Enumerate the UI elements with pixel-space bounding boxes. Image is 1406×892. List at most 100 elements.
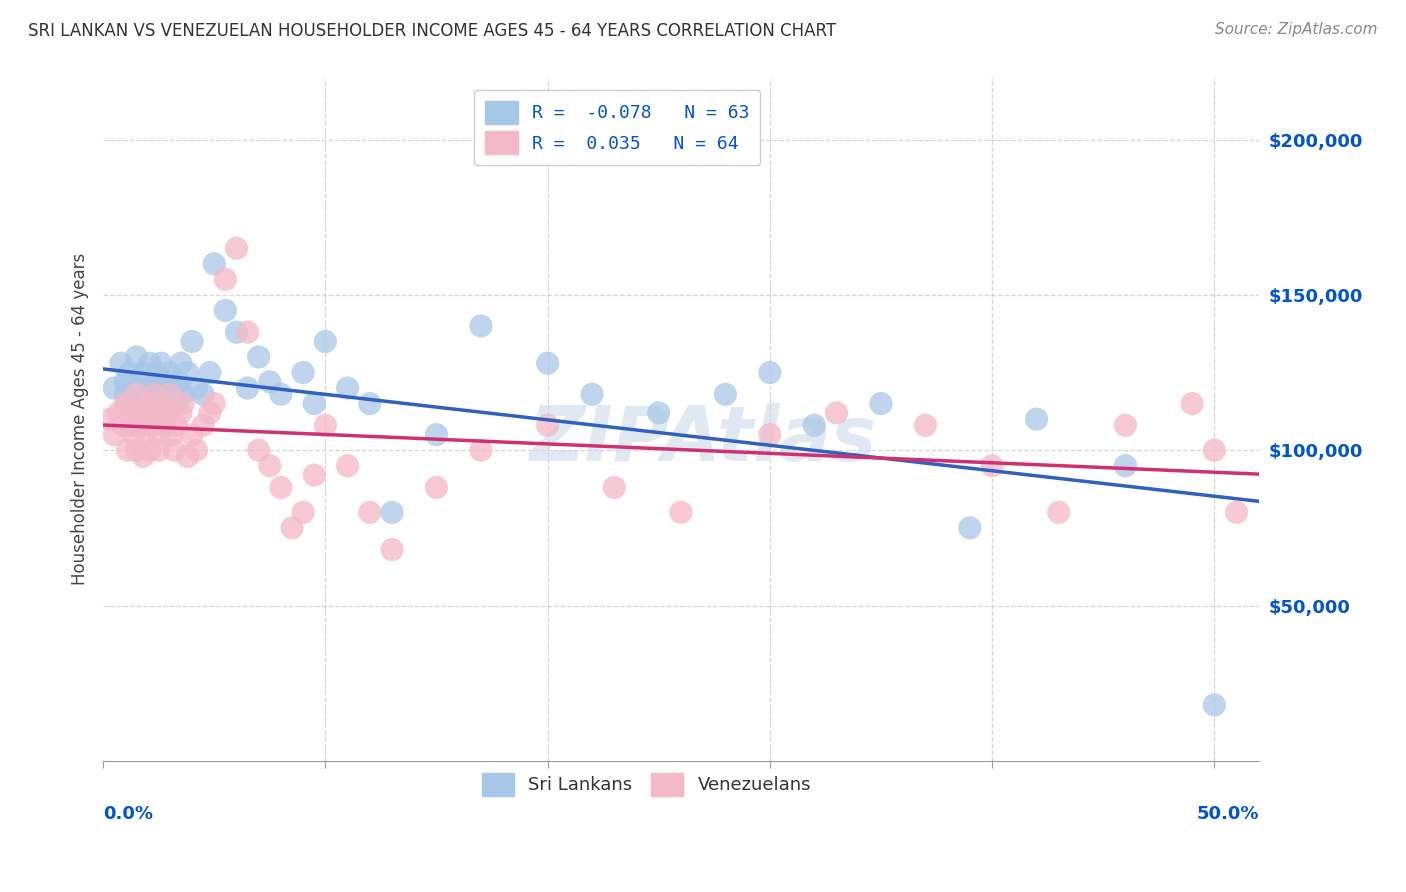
- Point: [149, 356, 172, 370]
- Point: [304, 468, 326, 483]
- Point: [114, 375, 136, 389]
- Point: [1114, 418, 1136, 433]
- Point: [1114, 458, 1136, 473]
- Point: [155, 375, 177, 389]
- Point: [145, 406, 167, 420]
- Point: [117, 443, 139, 458]
- Point: [114, 387, 136, 401]
- Point: [128, 418, 150, 433]
- Text: SRI LANKAN VS VENEZUELAN HOUSEHOLDER INCOME AGES 45 - 64 YEARS CORRELATION CHART: SRI LANKAN VS VENEZUELAN HOUSEHOLDER INC…: [28, 22, 837, 40]
- Point: [141, 381, 163, 395]
- Text: ZIPAtlas: ZIPAtlas: [530, 402, 877, 476]
- Point: [159, 366, 181, 380]
- Point: [1204, 443, 1226, 458]
- Point: [186, 381, 208, 395]
- Point: [359, 505, 381, 519]
- Point: [270, 480, 292, 494]
- Point: [155, 406, 177, 420]
- Point: [359, 396, 381, 410]
- Point: [129, 406, 152, 420]
- Point: [98, 412, 121, 426]
- Point: [125, 406, 148, 420]
- Point: [148, 443, 170, 458]
- Point: [281, 521, 304, 535]
- Point: [139, 356, 162, 370]
- Point: [225, 325, 247, 339]
- Point: [122, 427, 145, 442]
- Point: [1225, 505, 1247, 519]
- Point: [103, 427, 125, 442]
- Point: [191, 387, 214, 401]
- Point: [139, 443, 162, 458]
- Point: [160, 427, 183, 442]
- Point: [870, 396, 893, 410]
- Text: 0.0%: 0.0%: [103, 805, 153, 823]
- Point: [536, 356, 558, 370]
- Point: [121, 406, 143, 420]
- Point: [125, 387, 148, 401]
- Point: [134, 387, 156, 401]
- Point: [470, 318, 492, 333]
- Point: [825, 406, 848, 420]
- Point: [152, 387, 174, 401]
- Point: [314, 418, 336, 433]
- Point: [225, 241, 247, 255]
- Point: [669, 505, 692, 519]
- Point: [118, 366, 141, 380]
- Point: [166, 418, 188, 433]
- Point: [141, 418, 163, 433]
- Point: [125, 443, 148, 458]
- Point: [292, 505, 315, 519]
- Point: [170, 356, 193, 370]
- Point: [981, 458, 1004, 473]
- Point: [914, 418, 936, 433]
- Point: [581, 387, 603, 401]
- Point: [270, 387, 292, 401]
- Text: Source: ZipAtlas.com: Source: ZipAtlas.com: [1215, 22, 1378, 37]
- Point: [236, 381, 259, 395]
- Point: [163, 381, 186, 395]
- Point: [145, 366, 167, 380]
- Point: [292, 366, 315, 380]
- Point: [314, 334, 336, 349]
- Point: [304, 396, 326, 410]
- Point: [381, 542, 404, 557]
- Text: 50.0%: 50.0%: [1197, 805, 1258, 823]
- Point: [160, 387, 183, 401]
- Point: [959, 521, 981, 535]
- Point: [167, 375, 190, 389]
- Point: [247, 443, 270, 458]
- Point: [143, 387, 166, 401]
- Point: [172, 387, 194, 401]
- Point: [470, 443, 492, 458]
- Point: [759, 366, 782, 380]
- Point: [336, 458, 359, 473]
- Point: [112, 418, 135, 433]
- Point: [259, 458, 281, 473]
- Point: [181, 427, 204, 442]
- Point: [156, 406, 179, 420]
- Point: [214, 303, 236, 318]
- Point: [1025, 412, 1047, 426]
- Point: [148, 396, 170, 410]
- Point: [152, 418, 174, 433]
- Point: [236, 325, 259, 339]
- Point: [603, 480, 626, 494]
- Point: [122, 396, 145, 410]
- Point: [118, 418, 141, 433]
- Point: [1181, 396, 1204, 410]
- Point: [110, 356, 132, 370]
- Point: [714, 387, 737, 401]
- Point: [259, 375, 281, 389]
- Point: [336, 381, 359, 395]
- Point: [186, 443, 208, 458]
- Point: [166, 396, 188, 410]
- Point: [191, 418, 214, 433]
- Point: [132, 366, 155, 380]
- Point: [648, 406, 671, 420]
- Y-axis label: Householder Income Ages 45 - 64 years: Householder Income Ages 45 - 64 years: [72, 253, 89, 585]
- Point: [114, 396, 136, 410]
- Point: [103, 381, 125, 395]
- Point: [136, 396, 159, 410]
- Point: [163, 443, 186, 458]
